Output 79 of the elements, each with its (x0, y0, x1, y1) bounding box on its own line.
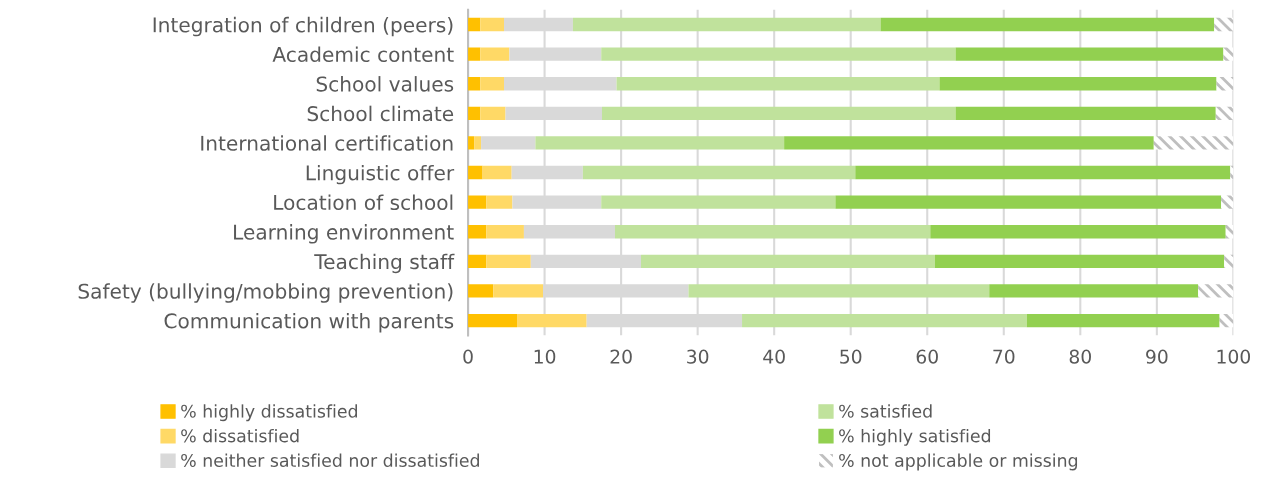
bar (614, 225, 931, 239)
y-tick-label: Learning environment (234, 224, 454, 244)
bar (480, 17, 505, 32)
bar (1219, 313, 1234, 328)
bar (955, 47, 1224, 61)
y-tick-label: Linguistic offer (306, 164, 455, 185)
y-tick-label: International certification (201, 135, 453, 151)
bar (1215, 106, 1234, 120)
x-tick-label: 60 (916, 349, 938, 364)
bar (468, 195, 487, 209)
legend-label: % satisfied (839, 404, 932, 418)
bar (1198, 284, 1234, 298)
bar (601, 195, 836, 209)
bar (480, 106, 506, 120)
y-tick-label: Safety (bullying/mobbing prevention) (78, 283, 453, 303)
bar (742, 313, 1027, 328)
y-tick-label: School climate (307, 105, 454, 122)
x-tick-label: 50 (840, 349, 862, 364)
y-tick-label: Integration of children (peers) (153, 16, 453, 37)
y-tick-label: Communication with parents (164, 312, 454, 333)
bar (641, 254, 935, 268)
bar (468, 254, 487, 268)
bar (934, 254, 1225, 268)
y-tick-label: Teaching staff (314, 253, 455, 274)
bar (1230, 165, 1234, 180)
x-tick-label: 80 (1069, 349, 1091, 364)
bar (855, 165, 1231, 180)
y-tick-label: Location of school (274, 194, 453, 211)
bar (955, 106, 1216, 120)
bar (1214, 17, 1234, 32)
bar (939, 77, 1217, 91)
x-tick-label: 100 (1217, 349, 1251, 364)
x-tick-label: 0 (463, 349, 473, 364)
bar (486, 225, 524, 239)
bar (1221, 195, 1234, 209)
bar (468, 284, 494, 298)
bar (880, 17, 1215, 32)
y-tick-label: School values (316, 76, 454, 92)
bar (486, 195, 513, 209)
bar (474, 136, 482, 150)
x-tick-label: 20 (610, 349, 632, 364)
bar (688, 284, 990, 298)
bar (468, 313, 518, 328)
legend-label: % not applicable or missing (839, 453, 1078, 471)
x-tick-label: 30 (687, 349, 709, 364)
bar (1224, 254, 1234, 268)
bar (572, 17, 881, 32)
bar (517, 313, 587, 328)
legend-label: % dissatisfied (181, 428, 299, 443)
bar (1153, 136, 1234, 150)
bar (601, 47, 956, 61)
bar (481, 136, 536, 150)
bar (468, 225, 487, 239)
bar (1026, 313, 1220, 328)
bar (989, 284, 1199, 298)
bar (493, 284, 544, 298)
bar (486, 254, 531, 268)
bar (1216, 77, 1234, 91)
legend-label: % highly dissatisfied (181, 404, 357, 422)
bar (482, 165, 512, 180)
x-tick-label: 90 (1146, 349, 1168, 364)
bar (480, 77, 505, 91)
x-tick-label: 40 (763, 349, 785, 364)
bar (835, 195, 1222, 209)
legend-label: % highly satisfied (839, 428, 991, 446)
bar (930, 225, 1226, 239)
bar (480, 47, 510, 61)
y-tick-label: Academic content (272, 46, 454, 63)
x-tick-label: 10 (534, 349, 556, 364)
bar (468, 47, 481, 61)
bar (468, 165, 483, 180)
bar (535, 136, 785, 150)
bar (1223, 47, 1234, 61)
bar (582, 165, 856, 180)
legend-label: % neither satisfied nor dissatisfied (181, 453, 479, 468)
x-tick-label: 70 (993, 349, 1015, 364)
bar (616, 77, 940, 91)
bar (784, 136, 1154, 150)
bar (601, 106, 956, 120)
